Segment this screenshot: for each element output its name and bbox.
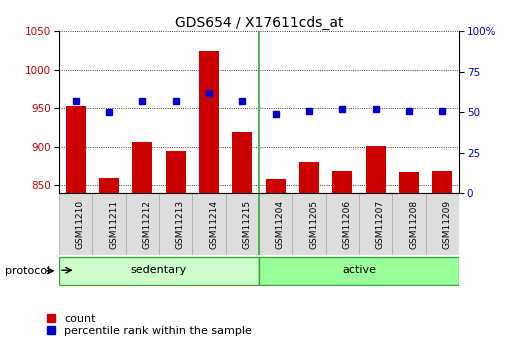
Text: GSM11206: GSM11206 <box>343 200 351 249</box>
Text: GSM11205: GSM11205 <box>309 200 318 249</box>
Bar <box>392 193 426 255</box>
Bar <box>259 193 292 255</box>
Bar <box>326 193 359 255</box>
Bar <box>299 161 319 193</box>
Bar <box>226 193 259 255</box>
Bar <box>366 146 386 193</box>
Text: sedentary: sedentary <box>131 265 187 275</box>
Title: GDS654 / X17611cds_at: GDS654 / X17611cds_at <box>175 16 343 30</box>
Text: GSM11210: GSM11210 <box>76 200 85 249</box>
Bar <box>332 171 352 193</box>
Bar <box>232 132 252 193</box>
Bar <box>66 106 86 193</box>
Bar <box>126 193 159 255</box>
Bar <box>92 193 126 255</box>
Bar <box>266 179 286 193</box>
Bar <box>192 193 226 255</box>
Bar <box>99 178 119 193</box>
Text: GSM11208: GSM11208 <box>409 200 418 249</box>
Bar <box>399 171 419 193</box>
Text: GSM11213: GSM11213 <box>175 200 185 249</box>
Bar <box>292 193 326 255</box>
Text: protocol: protocol <box>5 266 50 276</box>
Text: GSM11207: GSM11207 <box>376 200 385 249</box>
Bar <box>426 193 459 255</box>
Bar <box>259 257 459 285</box>
Bar <box>432 171 452 193</box>
Text: GSM11214: GSM11214 <box>209 200 218 249</box>
Bar <box>59 193 92 255</box>
Bar <box>166 151 186 193</box>
Text: GSM11211: GSM11211 <box>109 200 118 249</box>
Bar <box>159 193 192 255</box>
Legend: count, percentile rank within the sample: count, percentile rank within the sample <box>47 314 252 336</box>
Bar <box>359 193 392 255</box>
Bar <box>59 257 259 285</box>
Bar <box>199 51 219 193</box>
Bar <box>132 142 152 193</box>
Text: GSM11209: GSM11209 <box>442 200 451 249</box>
Text: GSM11212: GSM11212 <box>143 200 151 249</box>
Text: GSM11215: GSM11215 <box>242 200 251 249</box>
Text: GSM11204: GSM11204 <box>276 200 285 249</box>
Text: active: active <box>342 265 376 275</box>
